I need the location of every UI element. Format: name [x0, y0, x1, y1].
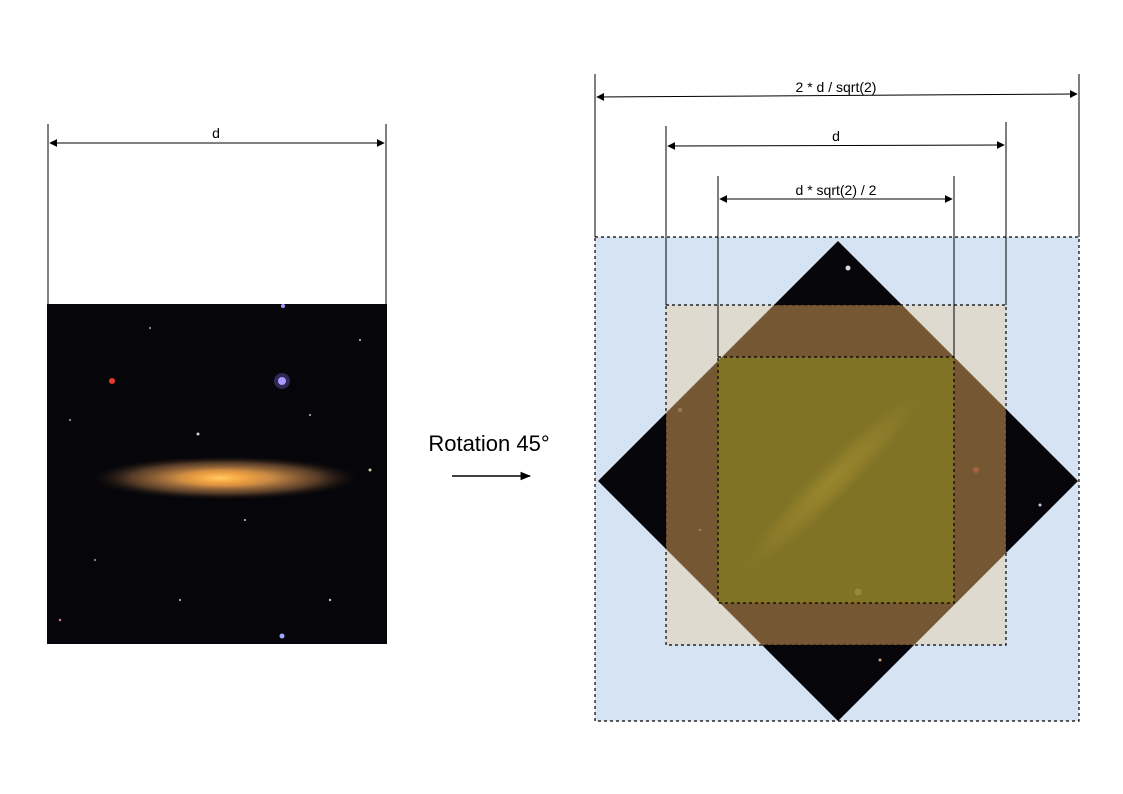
- left-panel: d: [47, 124, 387, 644]
- inner-box: [717, 356, 955, 604]
- middle-dimension-arrow: [667, 141, 1005, 150]
- left-dimension-label: d: [212, 125, 220, 141]
- outer-dimension-arrow: [596, 90, 1078, 101]
- rotation-transition: Rotation 45°: [428, 431, 550, 481]
- galaxy-image: [47, 304, 387, 644]
- rotation-label: Rotation 45°: [428, 431, 549, 456]
- inner-dimension-label: d * sqrt(2) / 2: [796, 182, 877, 198]
- outer-dimension-label: 2 * d / sqrt(2): [796, 79, 877, 95]
- middle-dimension-label: d: [832, 128, 840, 144]
- right-panel: 2 * d / sqrt(2) d d * sqrt(2) / 2: [594, 74, 1080, 722]
